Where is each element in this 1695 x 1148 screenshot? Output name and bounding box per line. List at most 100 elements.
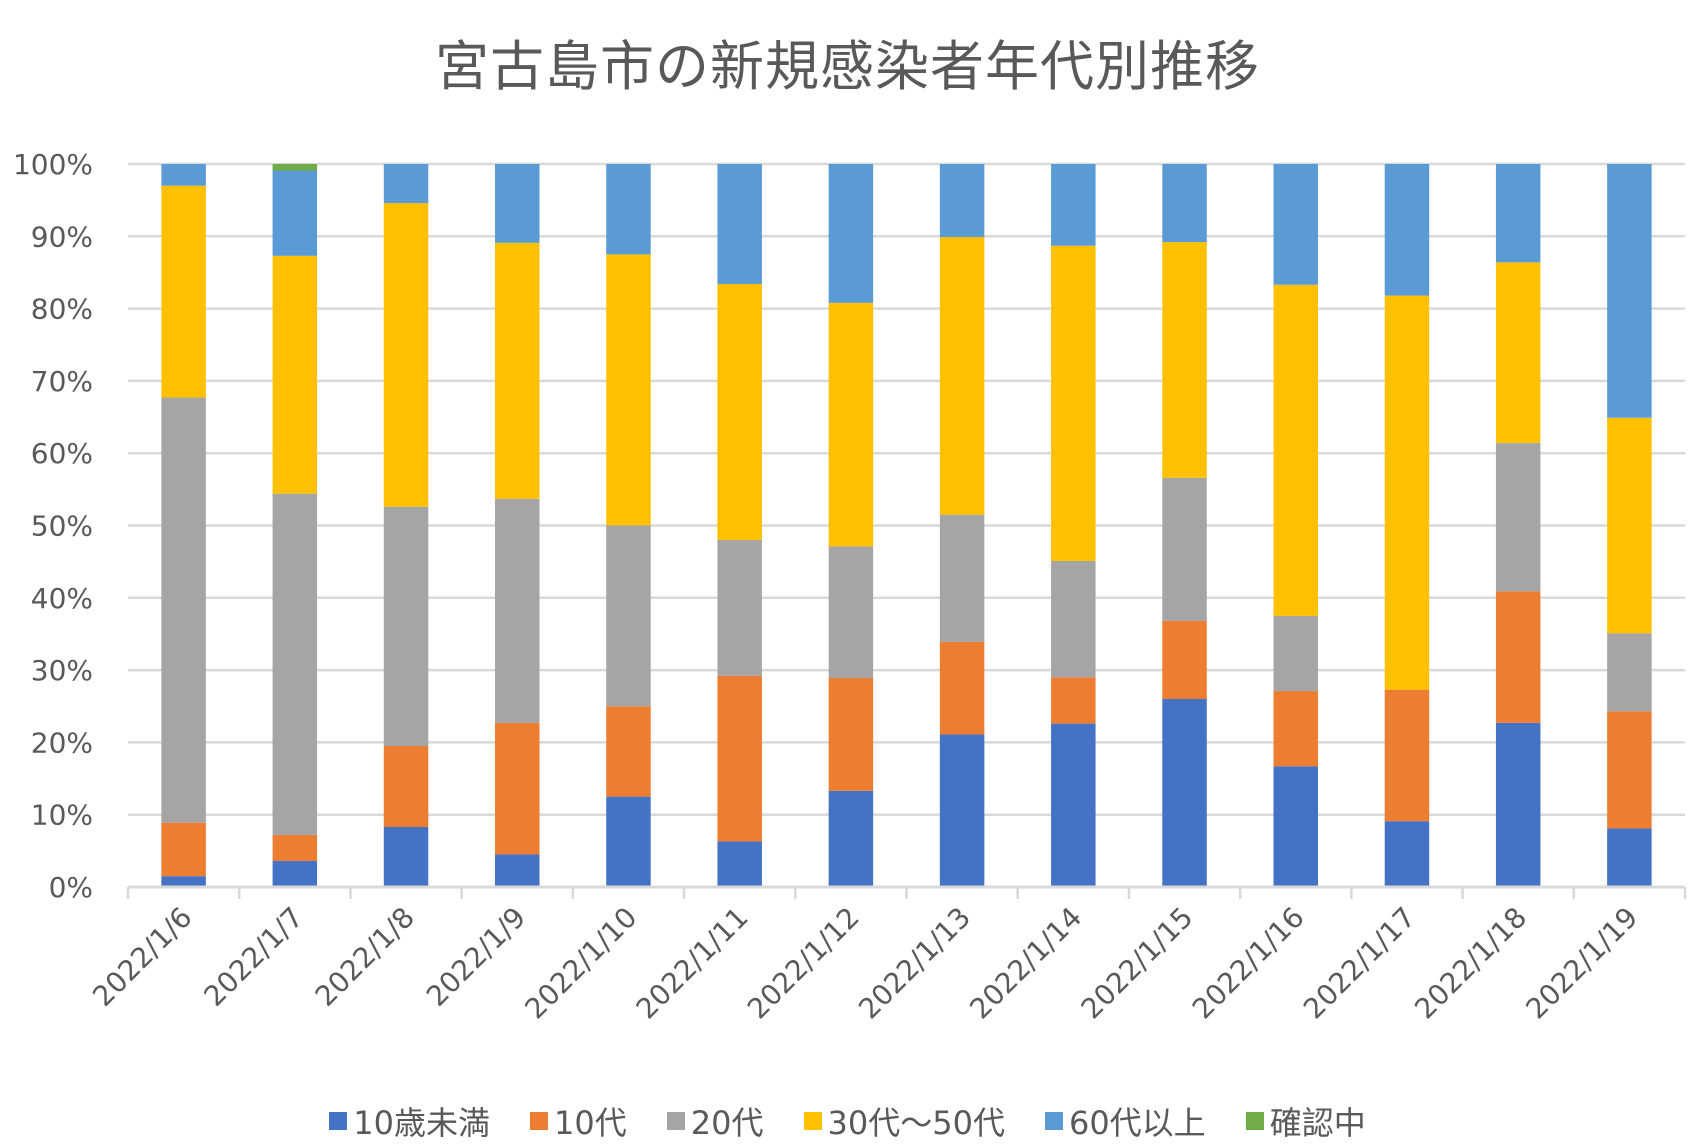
y-tick-label: 30% [31,654,93,687]
bar-segment [1051,164,1096,246]
x-tick-label: 2022/1/19 [1519,901,1644,1026]
bar-segment [606,254,651,526]
bar-stack [495,164,540,887]
bar-segment [606,706,651,797]
legend-swatch [666,1112,685,1130]
bar-segment [1607,164,1652,418]
bar-segment [1607,417,1652,634]
bar-segment [828,164,874,303]
bar-segment [1273,615,1318,692]
legend-item: 確認中 [1245,1098,1366,1144]
bar-segment [1495,591,1541,723]
bar-segment [272,860,318,887]
bar-segment [1051,245,1096,561]
bar-segment [1162,699,1207,887]
gridlines [128,162,1685,889]
x-tick-label: 2022/1/17 [1297,901,1422,1026]
bar-segment [383,164,429,204]
bar-stack [383,164,429,887]
bar-segment [495,242,540,499]
bar-segment [161,397,206,823]
bar-segment [272,493,318,835]
legend-item: 20代 [666,1098,764,1144]
bar-segment [495,722,540,855]
bar-segment [939,514,985,642]
legend-label: 20代 [690,1104,764,1142]
bar-segment [828,302,874,547]
legend-swatch [803,1112,822,1130]
y-tick-label: 40% [31,582,93,615]
x-tick-label: 2022/1/13 [852,901,977,1026]
bar-segment [939,237,985,515]
bar-segment [272,170,318,256]
x-tick-label: 2022/1/18 [1408,901,1533,1026]
bar-stack [828,164,874,887]
legend-swatch [1245,1112,1264,1130]
bar-segment [1495,164,1541,263]
bar-segment [1051,677,1096,724]
bar-segment [1273,766,1318,887]
bar-segment [606,525,651,707]
bar-segment [1273,284,1318,616]
bar-segment [939,641,985,735]
bar-segment [161,822,206,877]
bar-stack [1495,164,1541,887]
bar-segment [383,746,429,827]
bar-segment [272,834,318,861]
bar-segment [1162,620,1207,700]
bar-segment [1162,477,1207,621]
bar-segment [495,854,540,887]
x-axis [126,885,1687,899]
bar-segment [161,164,206,186]
legend-swatch [1044,1112,1063,1130]
bar-segment [272,164,318,171]
bar-segment [1384,689,1430,822]
bar-segment [1051,560,1096,678]
bar-segment [1273,691,1318,767]
y-tick-label: 80% [31,293,93,326]
y-tick-label: 90% [31,220,93,253]
bar-segment [939,734,985,887]
x-tick-label: 2022/1/15 [1075,901,1200,1026]
bar-segment [1162,164,1207,243]
bar-segment [1051,723,1096,887]
bar-segment [1162,242,1207,478]
bar-segment [272,255,318,494]
legend-label: 30代～50代 [827,1104,1005,1142]
bar-stack [1162,164,1207,887]
x-tick-label: 2022/1/6 [86,901,198,1013]
bar-segment [606,164,651,255]
x-tick-label: 2022/1/8 [309,901,421,1013]
x-tick-label: 2022/1/10 [519,901,644,1026]
legend-label: 10代 [554,1104,627,1142]
legend-label: 確認中 [1269,1104,1366,1142]
bar-stack [939,164,985,887]
y-tick-label: 20% [31,726,93,759]
bar-segment [1384,295,1430,690]
legend-item: 10代 [530,1098,627,1144]
bar-stack [717,164,762,887]
bar-stack [606,164,651,887]
bar-segment [1273,164,1318,285]
bar-segment [717,164,762,285]
bar-segment [717,675,762,842]
bar-stack [272,164,318,887]
bar-segment [383,826,429,887]
bar-segment [1607,711,1652,829]
bar-segment [717,284,762,540]
bar-segment [1384,821,1430,887]
bar-segment [1384,164,1430,296]
x-tick-label: 2022/1/14 [963,901,1088,1026]
bar-segment [495,164,540,243]
y-tick-label: 10% [31,799,93,832]
bar-segment [939,164,985,238]
bar-segment [828,546,874,679]
bars [161,164,1652,887]
bar-segment [717,841,762,887]
bar-segment [1495,722,1541,887]
legend-item: 60代以上 [1044,1098,1206,1144]
bar-segment [383,506,429,747]
chart-title: 宮古島市の新規感染者年代別推移 [435,35,1260,98]
bar-segment [1495,262,1541,444]
